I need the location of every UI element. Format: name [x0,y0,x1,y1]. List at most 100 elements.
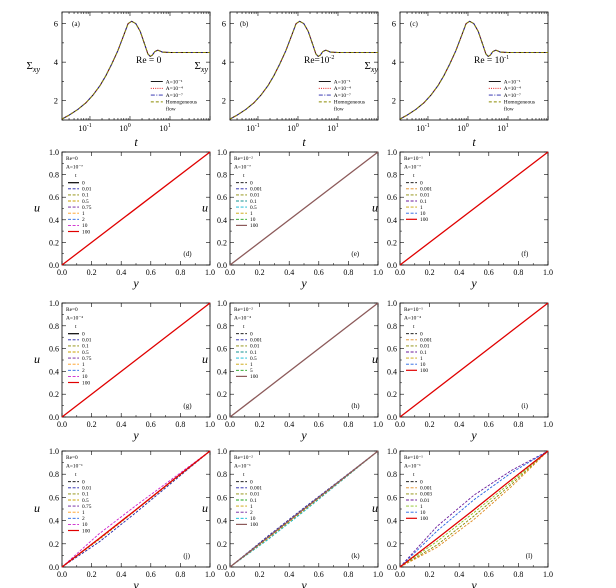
y-axis-title: Σxy [26,60,40,74]
panel-label: (h) [351,402,360,410]
x-tick-label: 0.4 [116,570,126,579]
x-tick-label: 0.0 [225,570,235,579]
y-tick-label: 0.8 [49,171,59,180]
x-tick-label: 0.2 [87,268,97,277]
legend-entry: 0.003 [420,492,432,498]
legend-entry: A=10⁻⁷ [166,93,183,99]
profile-line [61,450,211,568]
panel-label: (f) [521,250,529,258]
x-tick-label: 1.0 [543,420,553,429]
x-axis-title: y [132,276,139,290]
legend-entry: 5 [250,368,253,374]
legend-entry: A=10⁻¹ [166,79,183,85]
legend-entry: 100 [250,374,258,380]
y-tick-label: 1.0 [387,299,397,308]
y-tick-label: 0.8 [217,470,227,479]
legend-entry: 2 [82,368,85,374]
x-tick-label: 0.0 [395,420,405,429]
panel-g: 0.0 0.2 0.4 0.6 0.8 1.0 0.0 0.2 0.4 0.6 0.8 1.0 y u (g… [34,299,215,442]
panel-f: 0.0 0.2 0.4 0.6 0.8 1.0 0.0 0.2 0.4 0.6 0.8 1.0 y u (f… [372,148,553,290]
y-tick-label: 0.0 [49,261,59,270]
x-axis-title: t [134,135,138,149]
legend-header: A=10⁻¹ [234,464,251,470]
x-tick-label: 0.2 [425,570,435,579]
profile-line [399,450,549,568]
x-tick-label: 101 [159,123,171,133]
legend-entry: 2 [250,510,253,516]
x-tick-label: 0.2 [255,570,265,579]
y-tick-label: 0.2 [217,390,227,399]
y-tick-label: 1.0 [217,148,227,157]
legend-entry: 100 [420,516,428,522]
x-tick-label: 0.8 [175,570,185,579]
legend-entry: A=10⁻⁴ [504,86,521,92]
legend-entry: 0.01 [82,338,92,344]
y-tick-label: 6 [392,19,396,29]
profile-line [399,450,549,568]
legend-header: Re=10⁻² [234,455,253,461]
legend-entry: 10 [250,516,256,522]
x-tick-label: 0.4 [284,268,294,277]
legend-entry: 0.1 [250,350,257,356]
x-tick-label: 101 [497,123,509,133]
x-tick-label: 0.8 [343,420,353,429]
y-tick-label: 0.4 [217,216,227,225]
x-tick-label: 0.2 [87,570,97,579]
legend-entry: 10 [82,223,88,229]
y-tick-label: 0.0 [49,563,59,572]
y-tick-label: 0.2 [49,238,59,247]
legend-entry: Homogeneous [504,100,535,106]
legend-entry: 10 [420,362,426,368]
legend-entry: 1 [82,211,85,217]
x-tick-label: 0.2 [425,268,435,277]
profile-line [399,151,549,266]
legend-entry: 0.01 [420,498,430,504]
x-tick-label: 0.4 [284,420,294,429]
panel-k: 0.0 0.2 0.4 0.6 0.8 1.00.00.20.40.60.81.0yu(k… [202,447,383,588]
legend-header: A=10⁻⁷ [66,165,83,171]
legend-entry: 0.001 [420,338,432,344]
x-tick-label: 0.0 [225,268,235,277]
y-tick-label: 0.2 [387,238,397,247]
x-tick-label: 0.6 [484,268,494,277]
legend-header: Re=0 [66,455,78,461]
y-tick-label: 0.0 [217,413,227,422]
legend-entry: 0.01 [420,344,430,350]
y-tick-label: 0.2 [387,390,397,399]
y-tick-label: 0.8 [217,171,227,180]
y-axis-title: u [202,352,208,366]
y-tick-label: 0.4 [387,517,397,526]
profile-line [229,151,379,266]
y-tick-label: 4 [54,57,59,67]
legend-entry: 0.75 [82,504,92,510]
legend-entry: A=10⁻⁴ [334,86,351,92]
legend-header: t [75,324,77,330]
legend-entry: 0.001 [420,486,432,492]
legend-entry: A=10⁻⁷ [334,93,351,99]
profile-line [399,450,549,568]
y-tick-label: 0.0 [387,563,397,572]
y-tick-label: 0.6 [49,493,59,502]
x-axis-title: y [132,428,139,442]
y-axis-title: u [34,201,40,215]
y-axis-title: Σxy [364,60,378,74]
panel-label: (l) [526,552,533,560]
x-tick-label: 1.0 [205,268,215,277]
legend-entry: 0.1 [82,193,89,199]
x-tick-label: 0.8 [343,570,353,579]
legend-entry: 0 [82,332,85,338]
x-tick-label: 10-1 [78,123,92,133]
legend-entry: 0.75 [82,356,92,362]
y-tick-label: 4 [392,57,397,67]
x-tick-label: 0.6 [314,570,324,579]
legend-entry: 0.1 [82,492,89,498]
x-tick-label: 0.0 [225,420,235,429]
legend-entry: 0.01 [82,187,92,193]
legend-entry: 0.1 [420,350,427,356]
legend-header: A=10⁻¹ [404,464,421,470]
legend-header: t [413,324,415,330]
legend-header: Re=10⁻² [234,156,253,162]
panel-i: 0.0 0.2 0.4 0.6 0.8 1.0 0.0 0.2 0.4 0.6 0.8 1.0 y u (i… [372,299,553,442]
